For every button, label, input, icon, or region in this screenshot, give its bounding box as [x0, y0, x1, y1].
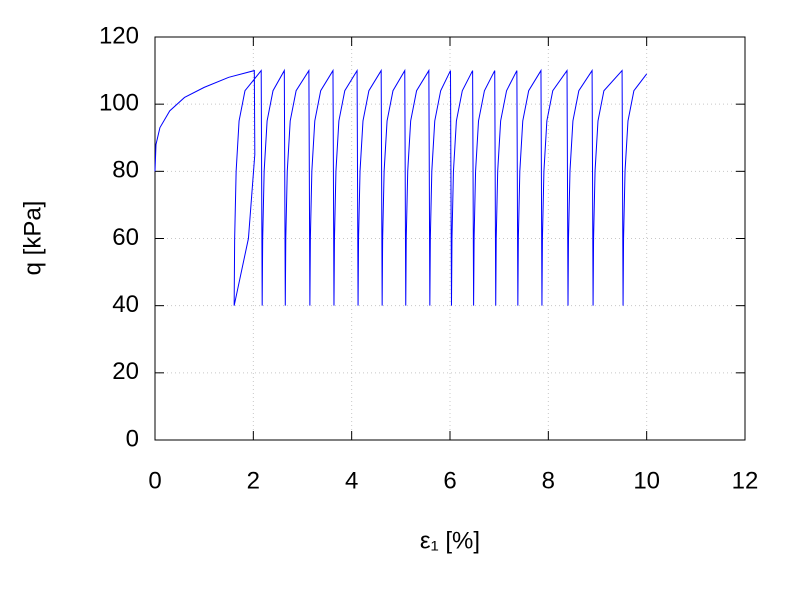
x-tick-label: 6: [443, 467, 456, 494]
x-tick-label: 4: [345, 467, 358, 494]
y-tick-label: 100: [99, 90, 139, 117]
x-tick-label: 2: [247, 467, 260, 494]
x-tick-label: 8: [542, 467, 555, 494]
x-axis-label: ε₁ [%]: [420, 527, 480, 554]
y-tick-label: 20: [112, 358, 139, 385]
y-tick-label: 40: [112, 291, 139, 318]
x-tick-label: 10: [633, 467, 660, 494]
y-axis-label: q [kPa]: [19, 201, 46, 276]
x-tick-label: 12: [732, 467, 759, 494]
plot-frame: [154, 36, 746, 441]
x-tick-label: 0: [148, 467, 161, 494]
y-tick-label: 60: [112, 224, 139, 251]
data-line: [154, 68, 648, 306]
y-tick-label: 0: [126, 425, 139, 452]
y-tick-label: 80: [112, 157, 139, 184]
y-tick-label: 120: [99, 22, 139, 49]
